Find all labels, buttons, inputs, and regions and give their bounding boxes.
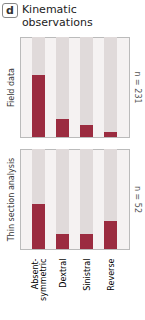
svg-text:Sinistral: Sinistral (83, 259, 92, 291)
svg-text:Thin section analysis: Thin section analysis (7, 158, 16, 243)
svg-text:Dextral: Dextral (59, 259, 68, 288)
svg-text:Field data: Field data (7, 68, 16, 107)
html-text:Kinematic observations: Kinematic observations (21, 3, 93, 29)
html-text:d: d (6, 4, 14, 17)
svg-text:Reverse: Reverse (107, 258, 116, 290)
svg-text:n = 231: n = 231 (133, 71, 142, 103)
svg-text:n = 52: n = 52 (133, 186, 142, 213)
svg-text:Absent-symmetric: Absent-symmetric (31, 258, 48, 301)
